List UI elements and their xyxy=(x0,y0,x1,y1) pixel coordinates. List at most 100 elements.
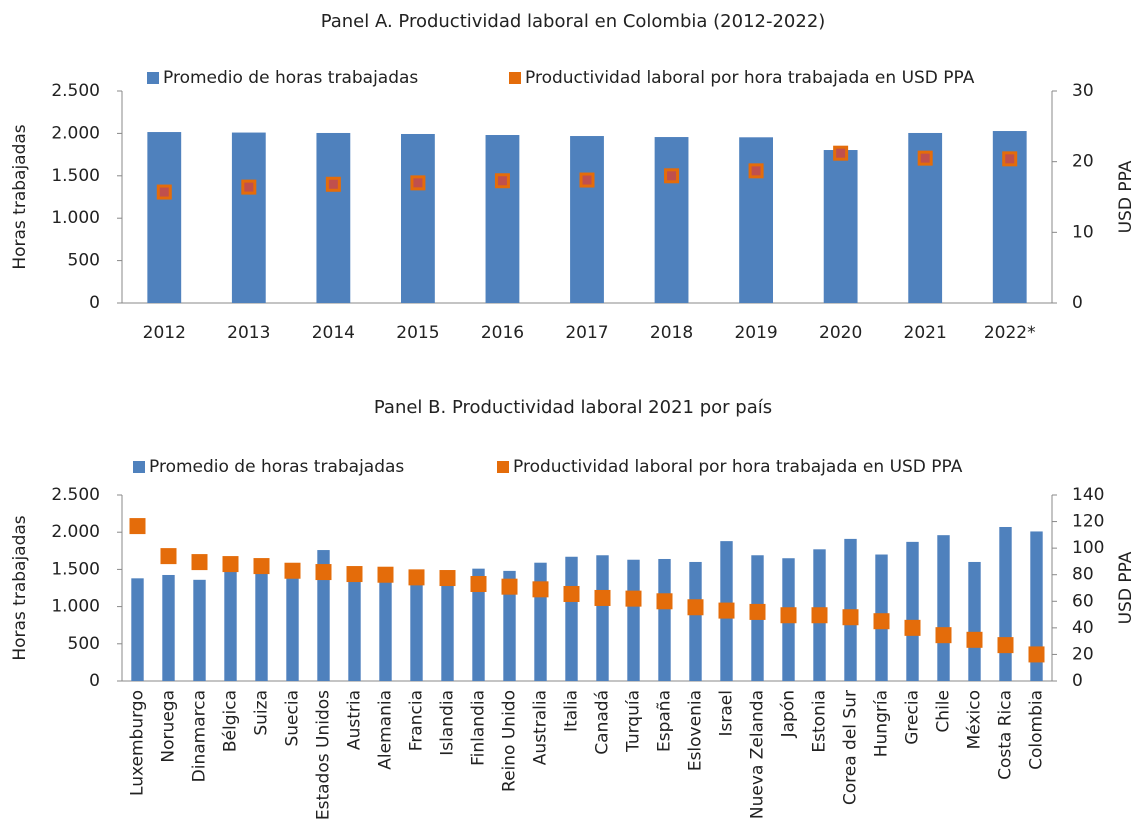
y-tick-label: 2.500 xyxy=(51,485,100,505)
marker xyxy=(780,607,797,624)
marker xyxy=(904,619,921,636)
marker xyxy=(935,627,952,644)
marker xyxy=(842,609,859,626)
y2-tick-label: 0 xyxy=(1072,671,1083,691)
bar xyxy=(1030,531,1043,681)
y2-tick-label: 30 xyxy=(1072,81,1094,101)
marker xyxy=(579,172,595,188)
chart-title: Panel B. Productividad laboral 2021 por … xyxy=(374,397,772,418)
marker xyxy=(687,599,704,616)
marker xyxy=(377,566,394,583)
x-tick-label: Reino Unido xyxy=(500,690,520,792)
bar xyxy=(379,581,392,681)
legend-swatch xyxy=(147,72,159,84)
x-tick-label: 2016 xyxy=(481,323,524,343)
marker xyxy=(325,176,341,192)
y-tick-label: 0 xyxy=(89,293,100,313)
y2-axis-title: USD PPA xyxy=(1116,160,1136,233)
y2-tick-label: 120 xyxy=(1072,512,1104,532)
marker xyxy=(594,589,611,606)
y-tick-label: 1.000 xyxy=(51,208,100,228)
chart-title: Panel A. Productividad laboral en Colomb… xyxy=(321,11,826,32)
marker xyxy=(253,558,270,575)
y-tick-label: 2.500 xyxy=(51,81,100,101)
x-tick-label: Finlandia xyxy=(469,690,489,766)
marker xyxy=(563,585,580,602)
marker xyxy=(408,569,425,586)
marker xyxy=(748,163,764,179)
y2-tick-label: 0 xyxy=(1072,293,1083,313)
x-tick-label: 2017 xyxy=(565,323,608,343)
x-tick-label: Australia xyxy=(531,690,551,765)
y-axis-title: Horas trabajadas xyxy=(10,515,30,660)
y-tick-label: 1.500 xyxy=(51,559,100,579)
marker xyxy=(811,607,828,624)
bar xyxy=(658,558,671,681)
y2-tick-label: 100 xyxy=(1072,538,1104,558)
x-tick-label: Estonia xyxy=(810,690,830,753)
x-tick-label: Eslovenia xyxy=(686,690,706,771)
marker xyxy=(241,179,257,195)
x-tick-label: Alemania xyxy=(376,690,396,770)
x-tick-label: 2012 xyxy=(143,323,186,343)
y-tick-label: 2.000 xyxy=(51,522,100,542)
marker xyxy=(156,184,172,200)
marker xyxy=(501,578,518,595)
bar xyxy=(503,570,516,681)
x-tick-label: Noruega xyxy=(159,690,179,763)
bar xyxy=(968,561,981,681)
y2-tick-label: 20 xyxy=(1072,152,1094,172)
y2-axis-title: USD PPA xyxy=(1116,551,1136,624)
bar xyxy=(937,535,950,681)
bar xyxy=(441,573,454,681)
bar xyxy=(999,526,1012,681)
x-tick-label: España xyxy=(655,690,675,752)
legend-label: Promedio de horas trabajadas xyxy=(149,457,404,477)
bar xyxy=(689,561,702,681)
y-tick-label: 0 xyxy=(89,671,100,691)
y2-tick-label: 20 xyxy=(1072,644,1094,664)
marker xyxy=(346,566,363,583)
marker xyxy=(222,556,239,573)
bar xyxy=(255,567,268,681)
marker xyxy=(284,562,301,579)
y-tick-label: 1.500 xyxy=(51,166,100,186)
legend-label: Productividad laboral por hora trabajada… xyxy=(525,68,975,88)
marker xyxy=(315,564,332,581)
bar xyxy=(565,556,578,681)
bar xyxy=(286,573,299,681)
x-tick-label: 2015 xyxy=(396,323,439,343)
marker xyxy=(873,613,890,630)
x-tick-label: Suiza xyxy=(252,690,272,736)
legend-swatch xyxy=(133,461,145,473)
y2-tick-label: 40 xyxy=(1072,618,1094,638)
y-tick-label: 500 xyxy=(68,251,100,271)
marker xyxy=(997,637,1014,654)
x-tick-label: Japón xyxy=(779,690,799,738)
y2-tick-label: 80 xyxy=(1072,565,1094,585)
marker xyxy=(470,576,487,593)
x-tick-label: Hungría xyxy=(872,690,892,757)
marker xyxy=(410,175,426,191)
x-tick-label: Israel xyxy=(717,690,737,736)
x-tick-label: Corea del Sur xyxy=(841,690,861,805)
y2-tick-label: 140 xyxy=(1072,485,1104,505)
marker xyxy=(191,554,208,571)
bar xyxy=(231,132,266,303)
legend-label: Promedio de horas trabajadas xyxy=(163,68,418,88)
x-tick-label: Dinamarca xyxy=(190,690,210,782)
marker xyxy=(833,145,849,161)
x-tick-label: Luxemburgo xyxy=(128,690,148,796)
marker xyxy=(966,631,983,648)
x-tick-label: Chile xyxy=(934,690,954,733)
bar xyxy=(316,132,351,303)
marker xyxy=(1002,151,1018,167)
x-tick-label: Estados Unidos xyxy=(314,690,334,820)
x-tick-label: 2018 xyxy=(650,323,693,343)
bar xyxy=(906,541,919,681)
y2-tick-label: 10 xyxy=(1072,222,1094,242)
y-axis-title: Horas trabajadas xyxy=(10,124,30,269)
x-tick-label: Francia xyxy=(407,690,427,751)
marker xyxy=(129,518,146,535)
bar xyxy=(627,559,640,681)
